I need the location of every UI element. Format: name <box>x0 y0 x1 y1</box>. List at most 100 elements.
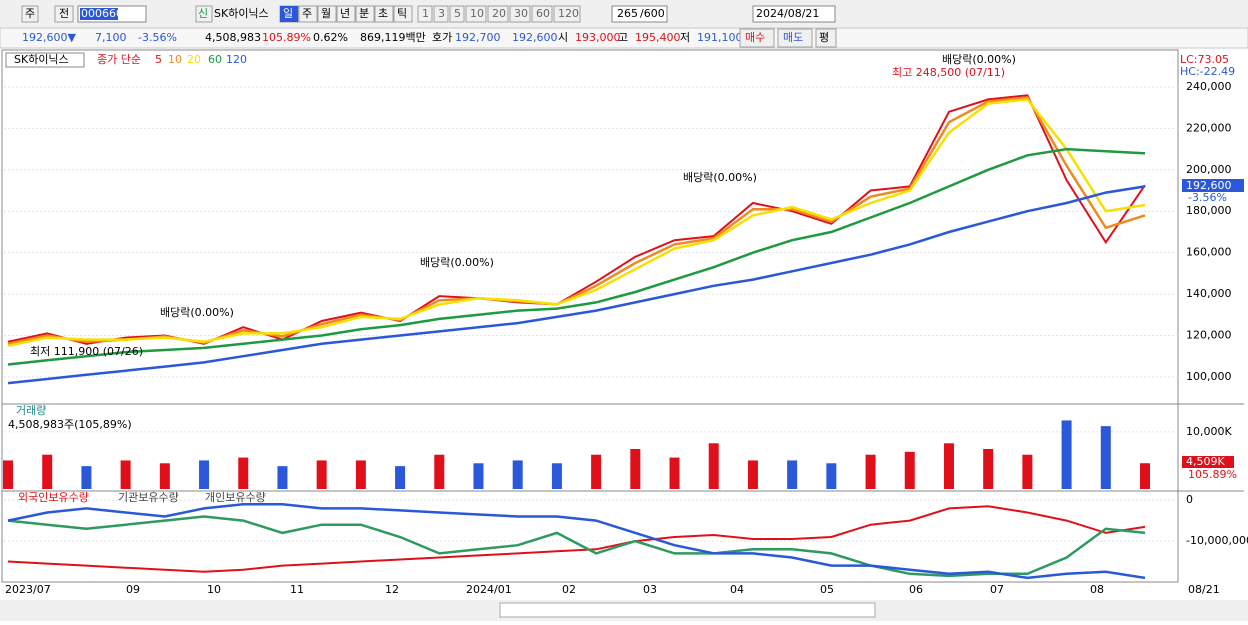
x-tick-label: 08 <box>1090 583 1104 596</box>
unit-button[interactable] <box>317 5 337 23</box>
interval[interactable]: 20 <box>492 7 506 20</box>
stock-name: SK하이닉스 <box>214 6 269 20</box>
annotation: 배당락(0.00%) <box>420 256 494 269</box>
volume-bar <box>747 460 758 489</box>
x-tick-label: 08/21 <box>1188 583 1220 596</box>
unit[interactable]: 월 <box>321 7 331 20</box>
unit-button[interactable] <box>336 5 356 23</box>
volume-bar <box>159 463 170 489</box>
unit[interactable]: 틱 <box>397 7 407 20</box>
volume-bar <box>316 460 327 489</box>
legend-entry: 20 <box>187 53 201 66</box>
volume-bar <box>787 460 798 489</box>
last-volume: 4,509K <box>1186 455 1225 468</box>
x-tick-label: 10 <box>207 583 221 596</box>
x-tick-label: 11 <box>290 583 304 596</box>
interval[interactable]: 5 <box>454 7 461 20</box>
y-tick-label: 120,000 <box>1186 328 1232 341</box>
volume-bar <box>669 457 680 489</box>
y-tick-label: -10,000,000 <box>1186 534 1248 547</box>
button[interactable] <box>21 5 39 23</box>
buy-button[interactable] <box>739 28 775 48</box>
prev-button[interactable]: 전 <box>59 7 69 20</box>
new-button[interactable] <box>195 5 213 23</box>
info-item: 192,600▼ <box>22 31 76 44</box>
x-tick-label: 07 <box>990 583 1004 596</box>
unit[interactable]: 주 <box>302 7 312 20</box>
count-input[interactable] <box>611 5 668 23</box>
interval-button[interactable] <box>487 5 509 23</box>
volume-bar <box>473 463 484 489</box>
interval[interactable]: 120 <box>558 7 579 20</box>
info-item: 4,508,983 <box>205 31 261 44</box>
interval[interactable]: 3 <box>438 7 445 20</box>
volume-bar <box>395 466 406 489</box>
interval-button[interactable] <box>433 5 449 23</box>
unit[interactable]: 일 <box>283 6 293 20</box>
interval[interactable]: 1 <box>422 7 429 20</box>
info-item: 192,600 <box>512 31 558 44</box>
code: 000660 <box>81 7 123 20</box>
unit-button[interactable] <box>374 5 394 23</box>
avg-button[interactable] <box>815 28 837 48</box>
unit-button[interactable] <box>393 5 413 23</box>
count-max: /600 <box>640 7 665 20</box>
series-line <box>7 503 1146 580</box>
legend-entry: 외국인보유수량 <box>18 491 89 504</box>
info-item: 191,100 <box>697 31 743 44</box>
legend-entry: 60 <box>208 53 222 66</box>
sell-button[interactable] <box>777 28 813 48</box>
volume-bar <box>826 463 837 489</box>
volume-bar <box>120 460 131 489</box>
unit[interactable]: 초 <box>378 7 388 20</box>
interval-button[interactable] <box>509 5 531 23</box>
info-item: 192,700 <box>455 31 501 44</box>
unit[interactable]: 분 <box>359 7 369 20</box>
volume-bar <box>708 443 719 489</box>
price-tag <box>1182 179 1244 192</box>
interval[interactable]: 60 <box>536 7 550 20</box>
interval-button[interactable] <box>417 5 433 23</box>
button[interactable] <box>54 5 74 23</box>
series-line <box>7 98 1146 348</box>
interval-button[interactable] <box>553 5 581 23</box>
info-item: 195,400 <box>635 31 681 44</box>
y-tick-label: 200,000 <box>1186 163 1232 176</box>
code-select <box>80 8 118 20</box>
x-tick-label: 06 <box>909 583 923 596</box>
y-tick-label: 240,000 <box>1186 80 1232 93</box>
interval-button[interactable] <box>465 5 487 23</box>
y-tick-label: 0 <box>1186 493 1193 506</box>
volume-bar <box>81 466 92 489</box>
scroll-thumb[interactable] <box>499 602 876 618</box>
volume-bar <box>238 457 249 489</box>
sell[interactable]: 매도 <box>783 31 803 44</box>
avg[interactable]: 평 <box>819 31 829 44</box>
legend-entry: 120 <box>226 53 247 66</box>
legend-entry: 10 <box>168 53 182 66</box>
volume-bar <box>983 449 994 489</box>
unit-active <box>280 6 298 22</box>
unit[interactable]: 년 <box>340 7 350 20</box>
interval[interactable]: 10 <box>470 7 484 20</box>
volume-bar <box>1140 463 1150 489</box>
volume-bar <box>434 454 445 489</box>
series-line <box>7 147 1146 366</box>
info-item: 호가 <box>432 31 452 44</box>
legend-title: 종가 단순 <box>97 53 141 66</box>
unit-button[interactable] <box>355 5 375 23</box>
unit-button[interactable] <box>298 5 318 23</box>
interval-button[interactable] <box>449 5 465 23</box>
info-item: 193,000 <box>575 31 621 44</box>
period[interactable]: 주 <box>25 7 35 20</box>
legend-entry: 기관보유수량 <box>118 491 179 504</box>
interval-button[interactable] <box>531 5 553 23</box>
date-input[interactable] <box>752 5 836 23</box>
buy[interactable]: 매수 <box>745 31 765 44</box>
new: 신 <box>198 7 208 20</box>
panel-title: 거래량 <box>16 404 46 417</box>
interval[interactable]: 30 <box>514 7 528 20</box>
corner-label: LC:73.05 <box>1180 53 1229 66</box>
